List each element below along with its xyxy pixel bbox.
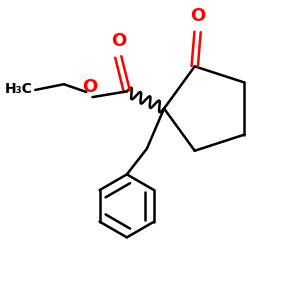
Text: O: O: [82, 78, 98, 96]
Text: O: O: [111, 32, 126, 50]
Text: H₃C: H₃C: [4, 82, 32, 95]
Text: O: O: [190, 7, 205, 25]
